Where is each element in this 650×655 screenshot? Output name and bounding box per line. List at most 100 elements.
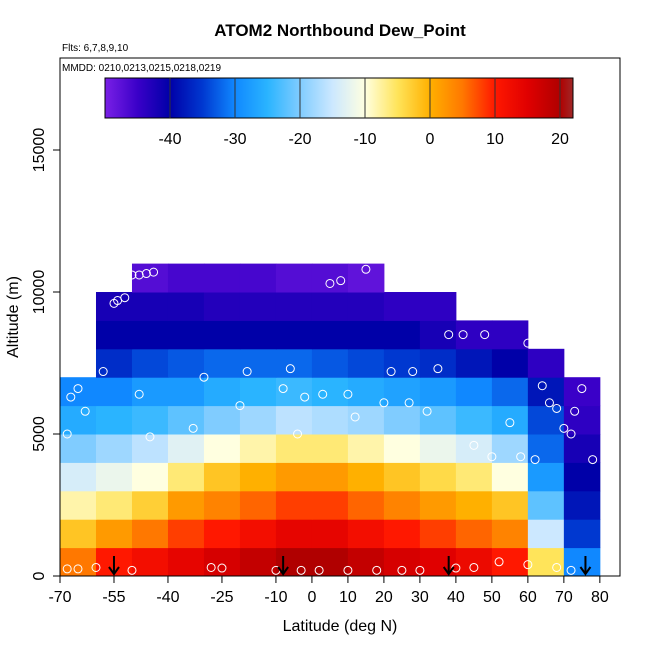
sample-point — [145, 432, 155, 442]
sample-point — [206, 562, 216, 572]
flight-arrow — [579, 556, 592, 576]
heatmap-cell — [203, 462, 241, 492]
heatmap-cell — [455, 434, 493, 463]
heatmap-cell — [419, 434, 457, 463]
heatmap-cell — [419, 348, 457, 378]
sample-point — [458, 330, 468, 340]
sample-point — [134, 270, 144, 280]
plot-frame — [59, 57, 621, 577]
heatmap-cell — [60, 462, 97, 492]
heatmap-cell — [527, 377, 565, 407]
colorbar-tick-label: 20 — [551, 131, 569, 148]
heatmap-cell — [527, 405, 565, 435]
heatmap-cell — [311, 519, 349, 549]
heatmap-cell — [383, 405, 421, 435]
sample-point — [73, 384, 83, 394]
heatmap-cell — [419, 519, 457, 549]
flight-arrow — [277, 556, 289, 576]
sample-point — [494, 557, 504, 567]
sample-point — [73, 564, 83, 574]
heatmap-cell — [563, 434, 601, 463]
x-tick-label: -25 — [210, 589, 233, 606]
heatmap-cell — [419, 405, 457, 435]
colorbar-tick-label: 10 — [486, 131, 504, 148]
heatmap-cell — [311, 490, 349, 520]
sample-point — [469, 562, 479, 572]
heatmap-cell — [239, 292, 277, 321]
y-tick-label: 0 — [31, 571, 48, 580]
sample-point — [408, 367, 418, 377]
sample-point — [350, 412, 360, 422]
flight-arrow — [442, 556, 455, 576]
heatmap-cell — [455, 547, 493, 577]
heatmap-cell — [167, 405, 205, 435]
heatmap-cell — [167, 320, 205, 350]
heatmap-cell — [527, 490, 565, 520]
heatmap-cell — [383, 490, 421, 520]
heatmap-cell — [60, 434, 97, 463]
heatmap-cell — [419, 377, 457, 407]
heatmap-cell — [203, 348, 241, 378]
sample-point — [120, 293, 130, 303]
sample-point — [80, 406, 90, 416]
sample-point — [415, 565, 425, 575]
heatmap-cell — [383, 462, 421, 492]
heatmap-cell — [203, 320, 241, 350]
sample-point — [566, 429, 576, 439]
heatmap-cell — [131, 320, 169, 350]
sample-point — [149, 267, 159, 277]
heatmap-cell — [275, 292, 313, 321]
x-tick-label: 0 — [307, 589, 316, 606]
sample-point — [577, 384, 587, 394]
x-tick-label: 80 — [591, 589, 609, 606]
heatmap-cell — [311, 462, 349, 492]
sample-point — [62, 429, 72, 439]
sample-point — [397, 565, 407, 575]
heatmap-cell — [239, 434, 277, 463]
heatmap-cell — [383, 292, 421, 321]
y-tick-label: 5000 — [31, 416, 48, 452]
sample-point — [379, 398, 389, 408]
heatmap-cell — [203, 292, 241, 321]
heatmap-cell — [563, 377, 601, 407]
sample-point — [127, 270, 137, 280]
sample-point — [537, 381, 547, 391]
sample-point — [199, 372, 209, 382]
heatmap-cell — [491, 462, 529, 492]
heatmap-cell — [60, 547, 97, 577]
heatmap-cell — [347, 292, 385, 321]
heatmap-cell — [167, 490, 205, 520]
sample-point — [480, 330, 490, 340]
heatmap-cell — [347, 263, 385, 293]
heatmap-cell — [167, 377, 205, 407]
heatmap-cell — [239, 462, 277, 492]
sample-point — [444, 330, 454, 340]
y-tick-label: 10000 — [31, 270, 48, 315]
heatmap-cell — [239, 348, 277, 378]
heatmap-cell — [311, 547, 349, 577]
heatmap-cell — [131, 434, 169, 463]
heatmap-cell — [563, 519, 601, 549]
heatmap-cell — [491, 348, 529, 378]
heatmap-cell — [491, 490, 529, 520]
sample-point — [325, 278, 335, 288]
sample-point — [314, 565, 324, 575]
sample-point — [433, 364, 443, 374]
heatmap-cell — [455, 462, 493, 492]
heatmap-cell — [275, 405, 313, 435]
colorbar-tick-label: -20 — [288, 131, 311, 148]
heatmap-cell — [131, 462, 169, 492]
sample-point — [523, 560, 533, 570]
heatmap-cell — [455, 490, 493, 520]
heatmap-cell — [239, 263, 277, 293]
x-tick-label: 60 — [519, 589, 537, 606]
sample-point — [372, 565, 382, 575]
heatmap-cell — [419, 490, 457, 520]
heatmap-cell — [491, 320, 529, 350]
heatmap-cell — [239, 547, 277, 577]
heatmap-cell — [311, 348, 349, 378]
sample-point — [361, 264, 371, 274]
heatmap-cell — [455, 377, 493, 407]
heatmap-cell — [527, 519, 565, 549]
sample-point — [278, 384, 288, 394]
